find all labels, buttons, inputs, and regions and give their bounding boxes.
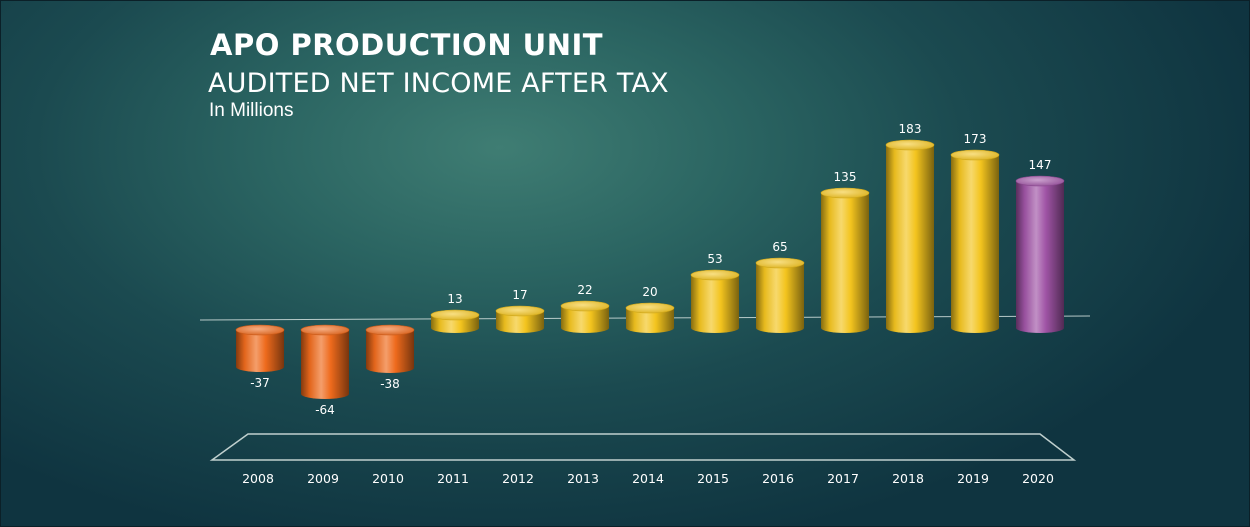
bar-2009 bbox=[300, 324, 350, 399]
value-label-2012: 17 bbox=[512, 288, 527, 302]
value-label-2008: -37 bbox=[250, 376, 270, 390]
bar-2011 bbox=[430, 309, 480, 333]
value-label-2009: -64 bbox=[315, 403, 335, 417]
x-tick-2019: 2019 bbox=[957, 471, 989, 486]
x-tick-2014: 2014 bbox=[632, 471, 664, 486]
x-tick-2008: 2008 bbox=[242, 471, 274, 486]
x-tick-2016: 2016 bbox=[762, 471, 794, 486]
units-label: In Millions bbox=[209, 100, 294, 121]
bar-2012 bbox=[495, 305, 545, 333]
value-label-2011: 13 bbox=[447, 292, 462, 306]
value-label-2020: 147 bbox=[1029, 158, 1052, 172]
value-label-2017: 135 bbox=[834, 170, 857, 184]
value-label-2016: 65 bbox=[772, 240, 787, 254]
bar-2008 bbox=[235, 324, 285, 372]
x-tick-2010: 2010 bbox=[372, 471, 404, 486]
bar-2014 bbox=[625, 302, 675, 333]
value-label-2019: 173 bbox=[964, 132, 987, 146]
chart-subtitle: AUDITED NET INCOME AFTER TAX bbox=[208, 68, 669, 99]
value-label-2015: 53 bbox=[707, 252, 722, 266]
x-tick-2013: 2013 bbox=[567, 471, 599, 486]
chart-title: APO PRODUCTION UNIT bbox=[210, 28, 604, 62]
bar-2013 bbox=[560, 300, 610, 333]
x-tick-2011: 2011 bbox=[437, 471, 469, 486]
x-tick-2020: 2020 bbox=[1022, 471, 1054, 486]
value-label-2014: 20 bbox=[642, 285, 657, 299]
x-tick-2012: 2012 bbox=[502, 471, 534, 486]
value-label-2010: -38 bbox=[380, 377, 400, 391]
value-label-2013: 22 bbox=[577, 283, 592, 297]
bar-2016 bbox=[755, 257, 805, 333]
bar-2020 bbox=[1015, 175, 1065, 333]
bar-2019 bbox=[950, 149, 1000, 333]
bar-2015 bbox=[690, 269, 740, 333]
floor-platform bbox=[209, 433, 1077, 461]
bar-2017 bbox=[820, 187, 870, 333]
x-tick-2017: 2017 bbox=[827, 471, 859, 486]
x-tick-2009: 2009 bbox=[307, 471, 339, 486]
x-tick-2015: 2015 bbox=[697, 471, 729, 486]
x-tick-2018: 2018 bbox=[892, 471, 924, 486]
bar-2010 bbox=[365, 324, 415, 373]
value-label-2018: 183 bbox=[899, 122, 922, 136]
bar-2018 bbox=[885, 139, 935, 333]
